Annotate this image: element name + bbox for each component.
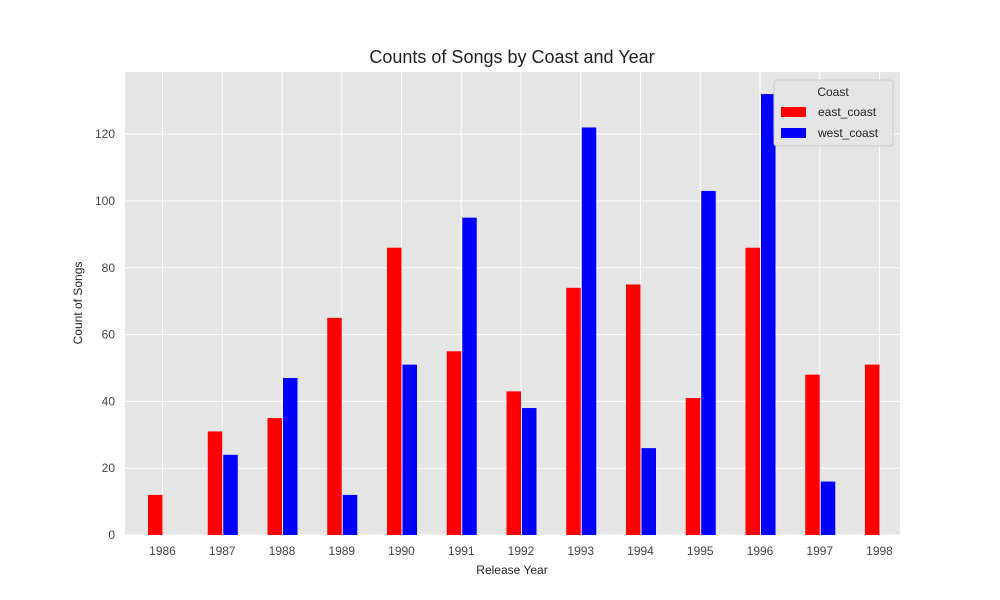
y-axis-label: Count of Songs bbox=[71, 262, 85, 345]
x-tick-label: 1987 bbox=[209, 544, 236, 558]
x-tick-label: 1986 bbox=[149, 544, 176, 558]
bar-east_coast-1990 bbox=[387, 247, 402, 536]
bar-west_coast-1995 bbox=[701, 190, 716, 535]
bar-west_coast-1991 bbox=[462, 217, 477, 536]
bar-west_coast-1993 bbox=[581, 127, 597, 536]
bar-east_coast-1992 bbox=[506, 391, 521, 535]
bar-east_coast-1988 bbox=[267, 418, 282, 535]
bar-east_coast-1998 bbox=[865, 364, 880, 535]
y-tick-label: 60 bbox=[102, 328, 116, 342]
legend-title: Coast bbox=[817, 85, 849, 99]
legend-swatch-east_coast bbox=[781, 107, 806, 117]
bar-east_coast-1995 bbox=[685, 398, 701, 535]
bar-east_coast-1989 bbox=[327, 317, 342, 535]
bar-west_coast-1996 bbox=[761, 94, 776, 536]
bar-east_coast-1996 bbox=[745, 247, 760, 536]
bar-east_coast-1993 bbox=[566, 287, 581, 535]
x-tick-label: 1992 bbox=[508, 544, 535, 558]
x-tick-label: 1989 bbox=[328, 544, 355, 558]
x-tick-label: 1993 bbox=[567, 544, 594, 558]
bar-west_coast-1992 bbox=[522, 408, 537, 535]
bar-east_coast-1991 bbox=[446, 351, 462, 535]
bar-east_coast-1994 bbox=[626, 284, 641, 535]
legend: Coast east_coast west_coast bbox=[773, 79, 894, 147]
legend-swatch-west_coast bbox=[781, 128, 806, 138]
bar-west_coast-1989 bbox=[342, 494, 358, 535]
x-tick-label: 1997 bbox=[806, 544, 833, 558]
y-tick-label: 40 bbox=[102, 394, 116, 408]
legend-label-east_coast: east_coast bbox=[818, 105, 877, 119]
x-tick-label: 1995 bbox=[687, 544, 714, 558]
y-tick-label: 0 bbox=[108, 528, 115, 542]
y-tick-label: 80 bbox=[102, 261, 116, 275]
y-tick-label: 20 bbox=[102, 461, 116, 475]
bars bbox=[148, 94, 880, 536]
y-tick-label: 100 bbox=[95, 194, 115, 208]
x-tick-label: 1994 bbox=[627, 544, 654, 558]
bar-west_coast-1997 bbox=[820, 481, 836, 535]
bar-west_coast-1990 bbox=[402, 364, 417, 535]
y-tick-labels: 0 20 40 60 80 100 120 bbox=[95, 127, 115, 542]
x-tick-label: 1996 bbox=[747, 544, 774, 558]
x-tick-label: 1990 bbox=[388, 544, 415, 558]
bar-west_coast-1987 bbox=[223, 454, 238, 535]
x-tick-label: 1988 bbox=[269, 544, 296, 558]
x-tick-label: 1998 bbox=[866, 544, 893, 558]
legend-label-west_coast: west_coast bbox=[817, 126, 879, 140]
bar-east_coast-1987 bbox=[207, 431, 223, 535]
bar-west_coast-1994 bbox=[641, 448, 656, 535]
bar-east_coast-1997 bbox=[805, 374, 820, 535]
y-tick-label: 120 bbox=[95, 127, 115, 141]
bar-west_coast-1988 bbox=[283, 377, 298, 535]
chart-title: Counts of Songs by Coast and Year bbox=[369, 47, 654, 67]
x-tick-labels: 1986 1987 1988 1989 1990 1991 1992 1993 1994 1995… bbox=[149, 544, 893, 558]
x-tick-label: 1991 bbox=[448, 544, 475, 558]
bar-east_coast-1986 bbox=[148, 494, 163, 535]
x-axis-label: Release Year bbox=[476, 563, 547, 577]
